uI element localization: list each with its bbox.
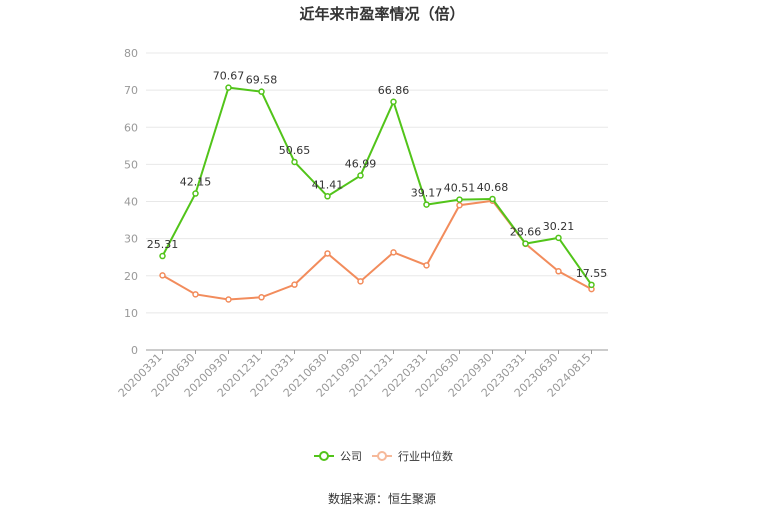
y-tick-label: 50 — [124, 158, 138, 171]
series-industry-median — [159, 197, 595, 303]
data-label: 42.15 — [180, 176, 212, 189]
data-label: 46.99 — [345, 158, 377, 171]
y-tick-label: 60 — [124, 121, 138, 134]
y-tick-label: 20 — [124, 270, 138, 283]
data-label: 69.58 — [246, 74, 278, 87]
data-point — [555, 268, 562, 275]
data-point — [489, 195, 496, 203]
legend: 公司 行业中位数 — [314, 449, 453, 463]
data-point — [159, 252, 166, 260]
y-axis: 0 10 20 30 40 50 60 70 80 — [124, 47, 138, 357]
series-line — [161, 86, 593, 286]
data-label: 50.65 — [279, 144, 311, 157]
data-label: 41.41 — [312, 178, 344, 191]
data-point — [258, 294, 265, 301]
data-point — [555, 234, 562, 242]
data-label: 17.55 — [576, 267, 608, 280]
data-label: 40.68 — [477, 181, 509, 194]
data-point — [423, 262, 430, 269]
data-point — [390, 249, 397, 256]
data-point — [192, 291, 199, 298]
data-point — [390, 98, 397, 106]
data-label: 30.21 — [543, 220, 575, 233]
legend-item-industry-median[interactable]: 行业中位数 — [372, 449, 453, 463]
data-point — [225, 84, 232, 91]
legend-label-company: 公司 — [340, 450, 362, 463]
data-point — [291, 281, 298, 288]
data-point — [258, 88, 265, 95]
legend-label-industry-median: 行业中位数 — [398, 449, 453, 463]
data-point — [324, 250, 331, 257]
data-label: 25.31 — [147, 238, 179, 251]
data-point — [588, 281, 595, 289]
chart-title: 近年来市盈率情况（倍） — [299, 5, 464, 23]
data-point — [357, 172, 364, 179]
series-line — [162, 199, 592, 301]
data-point — [423, 201, 430, 208]
y-tick-label: 70 — [124, 84, 138, 97]
data-point — [456, 196, 463, 203]
data-label: 28.66 — [510, 226, 542, 239]
y-tick-label: 0 — [131, 344, 138, 357]
data-point — [357, 278, 364, 285]
data-point — [225, 296, 232, 303]
data-point — [522, 240, 529, 247]
data-label: 70.67 — [213, 70, 245, 83]
data-label: 40.51 — [444, 182, 476, 195]
data-point — [456, 201, 463, 209]
data-point — [324, 193, 331, 200]
x-axis: 2020033120200630202009302020123120210331… — [116, 349, 608, 400]
y-tick-label: 30 — [124, 233, 138, 246]
legend-item-company[interactable]: 公司 — [314, 450, 362, 463]
data-label: 66.86 — [378, 84, 410, 97]
data-point — [159, 272, 166, 279]
gridlines — [146, 52, 608, 314]
data-source-note: 数据来源：恒生聚源 — [328, 491, 436, 506]
y-tick-label: 40 — [124, 196, 138, 209]
data-label: 39.17 — [411, 187, 443, 200]
data-point — [291, 158, 298, 166]
y-tick-label: 80 — [124, 47, 138, 60]
data-point — [192, 190, 199, 197]
y-tick-label: 10 — [124, 307, 138, 320]
